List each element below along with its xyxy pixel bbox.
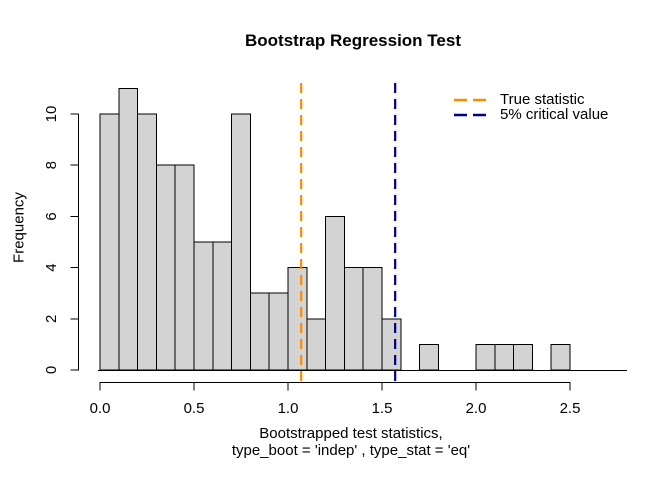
legend-label-critical-value: 5% critical value xyxy=(500,106,609,123)
y-tick-label: 2 xyxy=(43,315,60,323)
y-tick-label: 0 xyxy=(43,366,60,374)
x-tick-label: 2.0 xyxy=(466,400,487,417)
histogram-bar xyxy=(118,87,139,371)
y-axis-label: Frequency xyxy=(10,192,28,263)
histogram-bar xyxy=(193,241,214,371)
x-tick-label: 1.0 xyxy=(278,400,299,417)
x-axis-label-line2: type_boot = 'indep' , type_stat = 'eq' xyxy=(231,442,471,459)
histogram-bar xyxy=(231,113,251,371)
histogram-bar xyxy=(550,343,571,371)
histogram-bar xyxy=(212,241,233,371)
y-tick-label: 6 xyxy=(43,212,60,220)
legend-label-true-statistic: True statistic xyxy=(500,91,585,108)
histogram-bar xyxy=(249,292,270,371)
x-axis: 0.0 0.5 1.0 1.5 2.0 2.5 xyxy=(90,382,581,417)
y-axis: 0 2 4 6 8 10 xyxy=(43,106,79,374)
histogram-bar xyxy=(362,267,383,371)
x-tick-label: 0.0 xyxy=(90,400,111,417)
histogram-bar xyxy=(419,343,439,371)
histogram-bars xyxy=(99,87,571,371)
y-tick-label: 10 xyxy=(43,106,60,123)
x-tick-label: 0.5 xyxy=(184,400,205,417)
histogram-bar xyxy=(137,113,157,371)
x-tick-label: 1.5 xyxy=(372,400,393,417)
histogram-bar xyxy=(513,343,533,371)
x-axis-label-line1: Bootstrapped test statistics, xyxy=(259,425,443,442)
histogram-bar xyxy=(287,267,308,371)
histogram-bar xyxy=(155,164,176,371)
histogram-bar xyxy=(494,343,515,371)
histogram-bar xyxy=(381,318,402,371)
x-tick-label: 2.5 xyxy=(560,400,581,417)
y-tick-label: 4 xyxy=(43,263,60,271)
histogram-bar xyxy=(99,113,120,371)
histogram-bar xyxy=(268,292,289,371)
chart-title: Bootstrap Regression Test xyxy=(244,31,461,50)
histogram-bar xyxy=(343,267,364,371)
histogram-bar xyxy=(174,164,195,371)
y-tick-label: 8 xyxy=(43,161,60,169)
histogram-bar xyxy=(306,318,327,371)
histogram-bar xyxy=(475,343,496,371)
histogram-bar xyxy=(325,215,345,371)
